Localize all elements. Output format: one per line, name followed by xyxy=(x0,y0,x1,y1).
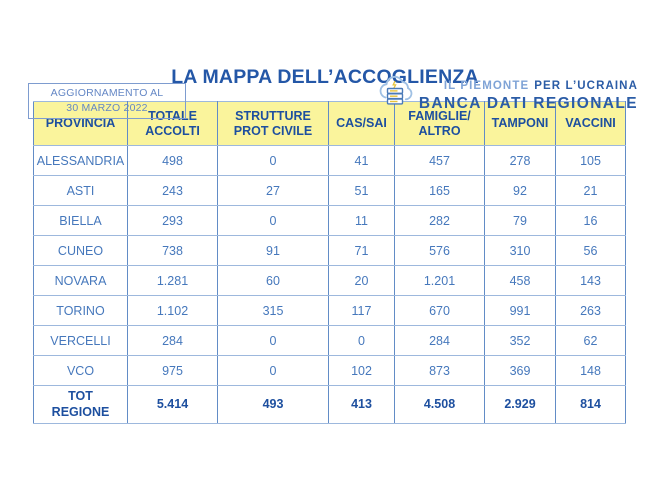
update-box-line1: AGGIORNAMENTO AL xyxy=(50,86,164,99)
cell: 278 xyxy=(484,145,556,176)
cell: 991 xyxy=(484,295,556,326)
logo-text: IL PIEMONTE PER L’UCRAINA BANCA DATI REGI… xyxy=(419,80,638,113)
total-cell: 493 xyxy=(217,385,329,424)
cell: 1.281 xyxy=(127,265,218,296)
table-total-row: TOT REGIONE 5.414 493 413 4.508 2.929 81… xyxy=(33,385,626,424)
total-label: TOT REGIONE xyxy=(33,385,128,424)
cell: 92 xyxy=(484,175,556,206)
cloud-database-icon xyxy=(377,73,413,112)
cell: 105 xyxy=(555,145,626,176)
total-cell: 2.929 xyxy=(484,385,556,424)
cell: 369 xyxy=(484,355,556,386)
table-row: TORINO 1.102 315 117 670 991 263 xyxy=(33,295,626,326)
header-cell-totale-accolti: TOTALE ACCOLTI xyxy=(127,101,218,146)
cell: 0 xyxy=(217,145,329,176)
cell: 873 xyxy=(394,355,485,386)
cell: 165 xyxy=(394,175,485,206)
header-cell-vaccini: VACCINI xyxy=(555,101,626,146)
cell: 11 xyxy=(328,205,395,236)
cell: 1.102 xyxy=(127,295,218,326)
cell: 263 xyxy=(555,295,626,326)
table-row: BIELLA 293 0 11 282 79 16 xyxy=(33,205,626,236)
cell-provincia: CUNEO xyxy=(33,235,128,266)
header-cell-strutture: STRUTTURE PROT CIVILE xyxy=(217,101,329,146)
cell: 458 xyxy=(484,265,556,296)
page: AGGIORNAMENTO AL 30 MARZO 2022 IL PIEMON… xyxy=(0,66,650,498)
cell: 0 xyxy=(217,205,329,236)
cell-provincia: ALESSANDRIA xyxy=(33,145,128,176)
table-row: ALESSANDRIA 498 0 41 457 278 105 xyxy=(33,145,626,176)
cell: 71 xyxy=(328,235,395,266)
cell-provincia: VCO xyxy=(33,355,128,386)
table-header-row: PROVINCIA TOTALE ACCOLTI STRUTTURE PROT … xyxy=(33,101,626,146)
cell: 576 xyxy=(394,235,485,266)
cell: 282 xyxy=(394,205,485,236)
cell: 143 xyxy=(555,265,626,296)
cell: 62 xyxy=(555,325,626,356)
cell: 60 xyxy=(217,265,329,296)
cell-provincia: TORINO xyxy=(33,295,128,326)
header-cell-tamponi: TAMPONI xyxy=(484,101,556,146)
cell: 284 xyxy=(127,325,218,356)
cell: 21 xyxy=(555,175,626,206)
cell: 284 xyxy=(394,325,485,356)
cell: 79 xyxy=(484,205,556,236)
cell: 0 xyxy=(217,325,329,356)
cell: 310 xyxy=(484,235,556,266)
cell: 16 xyxy=(555,205,626,236)
cell: 670 xyxy=(394,295,485,326)
cell-provincia: NOVARA xyxy=(33,265,128,296)
cell: 117 xyxy=(328,295,395,326)
cell-provincia: ASTI xyxy=(33,175,128,206)
logo-subtitle-bold: PER L’UCRAINA xyxy=(534,80,638,92)
cell: 91 xyxy=(217,235,329,266)
total-cell: 5.414 xyxy=(127,385,218,424)
cell: 51 xyxy=(328,175,395,206)
table-row: VCO 975 0 102 873 369 148 xyxy=(33,355,626,386)
total-cell: 814 xyxy=(555,385,626,424)
cell: 148 xyxy=(555,355,626,386)
cell: 0 xyxy=(217,355,329,386)
cell-provincia: VERCELLI xyxy=(33,325,128,356)
cell: 1.201 xyxy=(394,265,485,296)
cell: 20 xyxy=(328,265,395,296)
cell: 315 xyxy=(217,295,329,326)
table-row: ASTI 243 27 51 165 92 21 xyxy=(33,175,626,206)
cell: 352 xyxy=(484,325,556,356)
update-box: AGGIORNAMENTO AL 30 MARZO 2022 xyxy=(28,83,186,119)
cell-provincia: BIELLA xyxy=(33,205,128,236)
logo-subtitle: IL PIEMONTE PER L’UCRAINA xyxy=(419,80,638,92)
logo-subtitle-light: IL PIEMONTE xyxy=(443,80,530,92)
cell: 41 xyxy=(328,145,395,176)
cell: 738 xyxy=(127,235,218,266)
update-box-line2: 30 MARZO 2022 xyxy=(66,102,148,114)
cell: 975 xyxy=(127,355,218,386)
cell: 56 xyxy=(555,235,626,266)
table-row: CUNEO 738 91 71 576 310 56 xyxy=(33,235,626,266)
cell: 102 xyxy=(328,355,395,386)
cell: 293 xyxy=(127,205,218,236)
header-cell-famiglie: FAMIGLIE/ ALTRO xyxy=(394,101,485,146)
logo-title: BANCA DATI REGIONALE xyxy=(418,95,638,112)
cell: 457 xyxy=(394,145,485,176)
header-cell-cas-sai: CAS/SAI xyxy=(328,101,395,146)
cell: 243 xyxy=(127,175,218,206)
total-cell: 413 xyxy=(328,385,395,424)
cell: 0 xyxy=(328,325,395,356)
regional-logo: IL PIEMONTE PER L’UCRAINA BANCA DATI REGI… xyxy=(377,73,638,113)
accoglienza-table: PROVINCIA TOTALE ACCOLTI STRUTTURE PROT … xyxy=(33,101,626,424)
cell: 498 xyxy=(127,145,218,176)
total-cell: 4.508 xyxy=(394,385,485,424)
cell: 27 xyxy=(217,175,329,206)
table-row: NOVARA 1.281 60 20 1.201 458 143 xyxy=(33,265,626,296)
table-row: VERCELLI 284 0 0 284 352 62 xyxy=(33,325,626,356)
